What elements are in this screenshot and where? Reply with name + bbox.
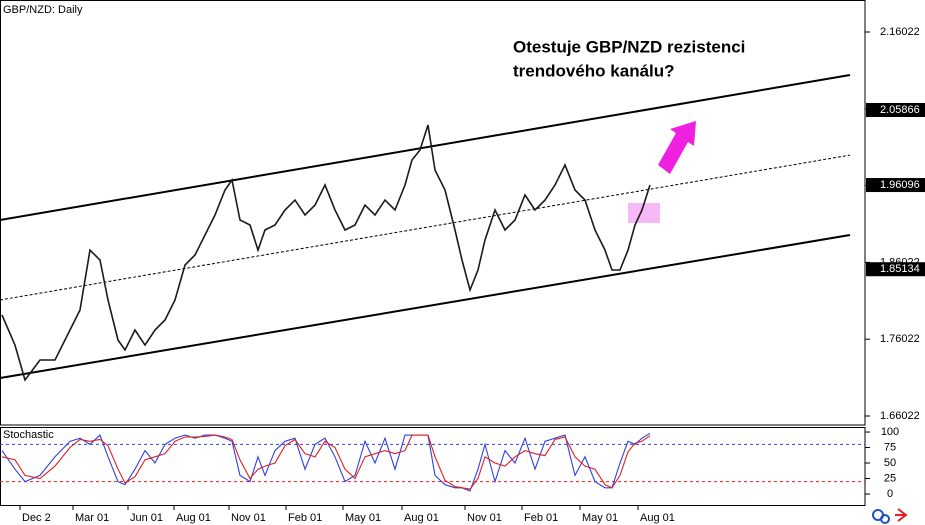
chart-title: GBP/NZD: Daily <box>3 4 83 16</box>
price-label: 2.05866 <box>880 104 920 116</box>
y-tick-label: 25 <box>884 472 896 484</box>
x-tick-label: Nov 01 <box>231 512 266 524</box>
channel-line <box>0 154 851 301</box>
x-tick-label: May 01 <box>345 512 381 524</box>
stochastic-panel <box>0 427 866 506</box>
y-tick-label: 50 <box>884 457 896 469</box>
x-tick-label: Jun 01 <box>130 512 163 524</box>
x-tick-label: Aug 01 <box>176 512 211 524</box>
footer-icons <box>872 508 908 524</box>
price-line <box>1 434 651 490</box>
x-tick-label: May 01 <box>582 512 618 524</box>
x-tick-label: Dec 2 <box>22 512 51 524</box>
price-label: 1.96096 <box>880 179 920 191</box>
stochastic-title: Stochastic <box>3 429 54 441</box>
channel-line <box>0 74 851 221</box>
x-tick-label: Aug 01 <box>404 512 439 524</box>
annotation: trendového kanálu? <box>513 61 675 80</box>
annotation: Otestuje GBP/NZD rezistenci <box>513 37 745 56</box>
y-tick-label: 2.16022 <box>880 26 920 38</box>
y-tick-label: 75 <box>884 441 896 453</box>
highlight-box <box>628 203 660 223</box>
price-panel <box>0 0 866 426</box>
title-bg <box>1 1 87 17</box>
arrow <box>658 121 696 174</box>
y-tick-label: 1.66022 <box>880 410 920 422</box>
y-tick-label: 100 <box>881 426 899 438</box>
x-tick-label: Nov 01 <box>467 512 502 524</box>
stoch-title-bg <box>1 428 57 441</box>
price-label: 1.85134 <box>880 263 920 275</box>
y-tick-label: 0 <box>887 488 893 500</box>
x-tick-label: Feb 01 <box>524 512 558 524</box>
x-tick-label: Mar 01 <box>75 512 109 524</box>
price-line <box>1 124 651 382</box>
y-tick-label: 1.76022 <box>880 333 920 345</box>
x-tick-label: Aug 01 <box>640 512 675 524</box>
price-label-box <box>866 103 925 118</box>
price-label-box <box>866 178 925 193</box>
x-tick-label: Feb 01 <box>288 512 322 524</box>
price-label-box <box>866 262 925 277</box>
channel-line <box>0 234 851 379</box>
price-line <box>1 432 651 492</box>
